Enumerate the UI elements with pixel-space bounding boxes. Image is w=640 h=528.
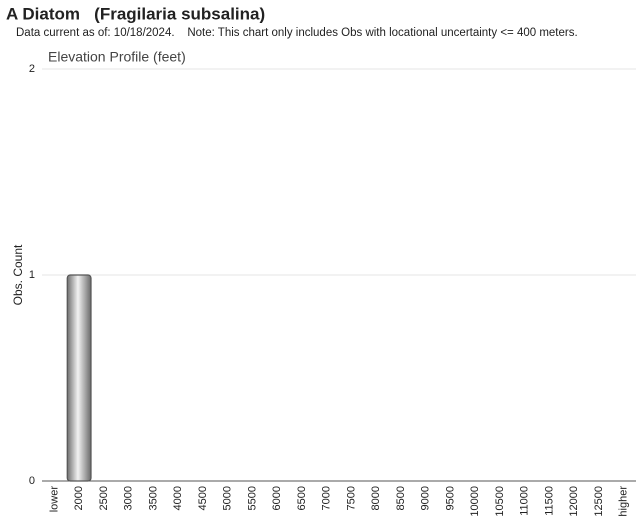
x-tick-label: 8500 — [395, 486, 407, 510]
x-tick-label: 5000 — [222, 486, 234, 510]
x-tick-label: 4500 — [197, 486, 209, 510]
x-tick-label: 12000 — [568, 486, 580, 517]
x-tick-label: 6500 — [296, 486, 308, 510]
x-tick-label: 2500 — [98, 486, 110, 510]
x-tick-label: 9000 — [420, 486, 432, 510]
y-tick-label: 2 — [29, 63, 35, 75]
y-axis-label: Obs. Count — [11, 244, 25, 305]
x-tick-label: 7500 — [345, 486, 357, 510]
x-tick-label: 7000 — [321, 486, 333, 510]
y-tick-label: 0 — [29, 475, 35, 487]
x-tick-label: 4000 — [172, 486, 184, 510]
x-tick-label: 12500 — [593, 486, 605, 517]
x-tick-label: 5500 — [246, 486, 258, 510]
x-tick-label: 8000 — [370, 486, 382, 510]
page-title: A Diatom (Fragilaria subsalina) — [6, 4, 265, 23]
x-tick-label: lower — [48, 486, 60, 513]
bar — [66, 274, 92, 482]
x-tick-label: 10000 — [469, 486, 481, 517]
chart-title: Elevation Profile (feet) — [48, 49, 186, 65]
x-tick-label: 3000 — [123, 486, 135, 510]
x-tick-label: 2000 — [73, 486, 85, 510]
y-tick-label: 1 — [29, 269, 35, 281]
x-tick-label: 6000 — [271, 486, 283, 510]
x-tick-label: 11000 — [519, 486, 531, 516]
x-tick-label: higher — [618, 486, 630, 517]
x-tick-label: 9500 — [444, 486, 456, 510]
x-tick-label: 10500 — [494, 486, 506, 517]
subtitle: Data current as of: 10/18/2024. Note: Th… — [16, 27, 578, 39]
x-tick-label: 3500 — [147, 486, 159, 510]
x-tick-label: 11500 — [543, 486, 555, 516]
